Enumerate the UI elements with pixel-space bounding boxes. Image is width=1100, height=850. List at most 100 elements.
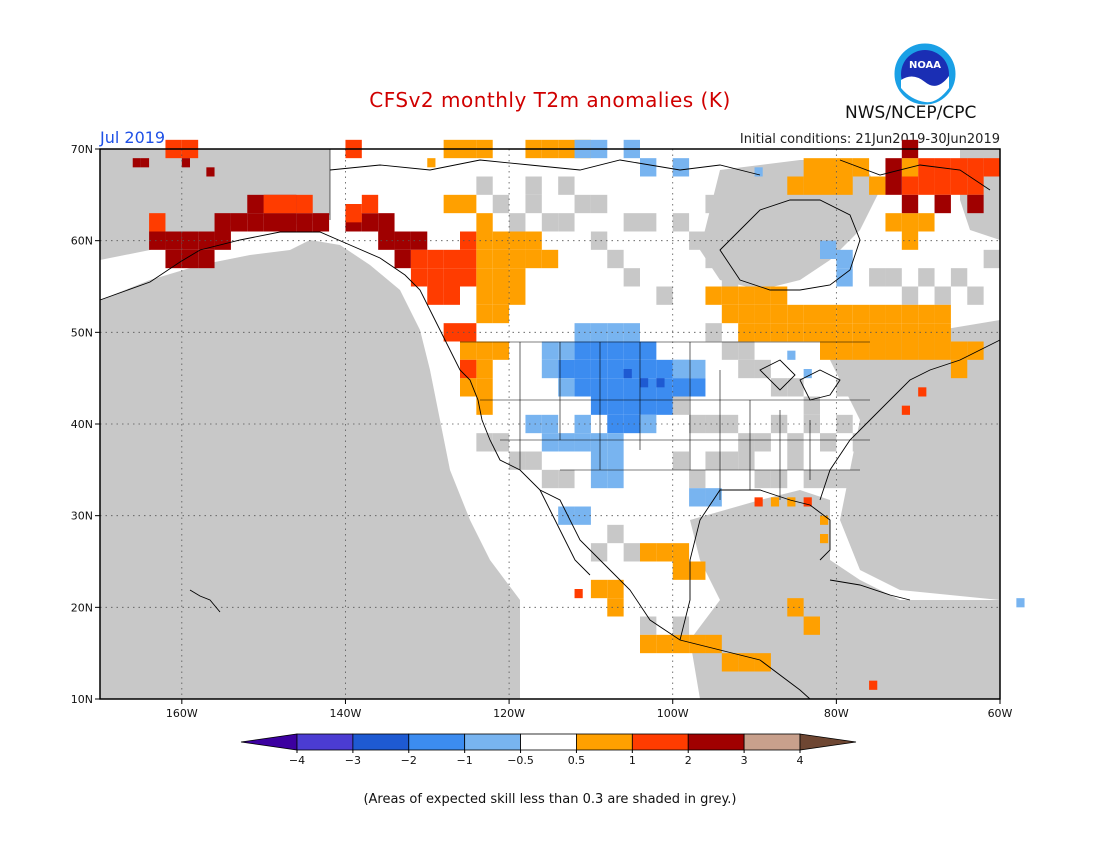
colorbar-label: −0.5 [507, 754, 534, 767]
anomaly-cell [247, 213, 264, 232]
anomaly-cell [443, 249, 460, 269]
grey-cell [803, 396, 820, 415]
grey-cell [770, 414, 788, 434]
grey-cell [869, 268, 886, 287]
anomaly-cell [950, 359, 968, 379]
grey-cell [623, 543, 640, 562]
anomaly-cell [721, 286, 739, 305]
anomaly-cell [181, 231, 199, 250]
anomaly-region-alaska-red [149, 194, 379, 232]
anomaly-cell [623, 323, 640, 342]
grey-skill-area-2 [690, 490, 1000, 699]
grey-cell [738, 341, 755, 360]
anomaly-cell [640, 378, 649, 388]
anomaly-cell [181, 158, 190, 168]
anomaly-cell [885, 158, 902, 177]
anomaly-region-arctic-dark [132, 158, 215, 177]
anomaly-cell [247, 194, 264, 214]
axis-labels: 160W 140W 120W 100W 80W 60W 70N 60N 50N 40N 30N 20N… [71, 143, 1013, 720]
anomaly-cell [656, 543, 673, 562]
anomaly-cell [721, 304, 739, 324]
anomaly-cell [574, 506, 591, 525]
anomaly-cell [410, 249, 428, 269]
anomaly-cell [705, 286, 722, 305]
anomaly-cell [672, 359, 690, 379]
anomaly-cell [460, 323, 477, 342]
grey-cell [738, 451, 755, 470]
anomaly-cell [427, 268, 444, 287]
grey-cell [672, 213, 690, 232]
anomaly-cell [623, 378, 640, 397]
anomaly-cell [361, 213, 379, 232]
anomaly-cell [640, 543, 657, 562]
grey-cell [689, 469, 706, 489]
anomaly-cell [640, 634, 657, 654]
coastline-5 [329, 159, 761, 176]
lat-tick-label: 60N [71, 235, 93, 248]
grey-cell [476, 176, 493, 195]
anomaly-cell [869, 176, 886, 195]
anomaly-cell [476, 286, 493, 305]
grey-cell [787, 249, 804, 269]
anomaly-cell [705, 634, 722, 654]
anomaly-cell [140, 158, 150, 168]
anomaly-cell [541, 249, 559, 269]
anomaly-cell [263, 213, 280, 232]
grey-cell [901, 286, 919, 305]
colorbar-box [464, 733, 521, 751]
anomaly-cell [410, 268, 428, 287]
lon-tick-label: 120W [493, 707, 525, 720]
colorbar-label: −1 [457, 754, 473, 767]
anomaly-cell [918, 176, 935, 195]
grey-cell [918, 268, 935, 287]
anomaly-cell [263, 194, 280, 214]
coastline-1 [539, 489, 591, 576]
anomaly-cell [230, 213, 248, 232]
anomaly-cell [754, 286, 771, 305]
anomaly-cell [738, 323, 755, 342]
coastline-10 [189, 589, 221, 613]
grey-cell [852, 378, 870, 397]
colorbar-label: 2 [685, 754, 692, 767]
anomaly-cell [787, 176, 804, 195]
anomaly-cell [787, 350, 796, 360]
anomaly-cell [950, 176, 968, 195]
colorbar-high-arrow [799, 733, 857, 751]
grey-cell [558, 469, 575, 489]
anomaly-cell [607, 341, 624, 360]
lat-tick-label: 30N [71, 510, 93, 523]
grey-cell [640, 616, 657, 635]
anomaly-cell [558, 506, 575, 525]
logo-text: NOAA [909, 60, 941, 71]
anomaly-region-greenland-red [901, 158, 1000, 195]
anomaly-cell [590, 469, 608, 489]
grey-cell [738, 433, 755, 452]
anomaly-cell [803, 158, 820, 177]
colorbar-label: 3 [741, 754, 748, 767]
anomaly-cell [427, 249, 444, 269]
forecast-month: Jul 2019 [100, 128, 166, 147]
colorbar-box [631, 733, 689, 751]
anomaly-cell [852, 323, 870, 342]
anomaly-cell [623, 396, 640, 415]
anomaly-cell [656, 396, 673, 415]
anomaly-region-canada-west-orange [460, 213, 559, 415]
anomaly-cell [460, 359, 477, 379]
anomaly-region-canada-west-red [410, 231, 477, 305]
anomaly-cell [296, 213, 313, 232]
colorbar-low-arrow [240, 733, 298, 751]
anomaly-cell [296, 194, 313, 214]
grey-cell [950, 268, 968, 287]
anomaly-cell [460, 194, 477, 214]
anomaly-cell [280, 213, 297, 232]
anomaly-cell [574, 414, 591, 434]
grey-cell [492, 433, 510, 452]
anomaly-cell [820, 341, 837, 360]
grey-cell [705, 249, 722, 269]
anomaly-cell [361, 194, 379, 214]
anomaly-cell [492, 249, 510, 269]
anomaly-cell [918, 213, 935, 232]
anomaly-cell [590, 323, 608, 342]
anomaly-cell [590, 579, 608, 599]
grey-cell [476, 433, 493, 452]
